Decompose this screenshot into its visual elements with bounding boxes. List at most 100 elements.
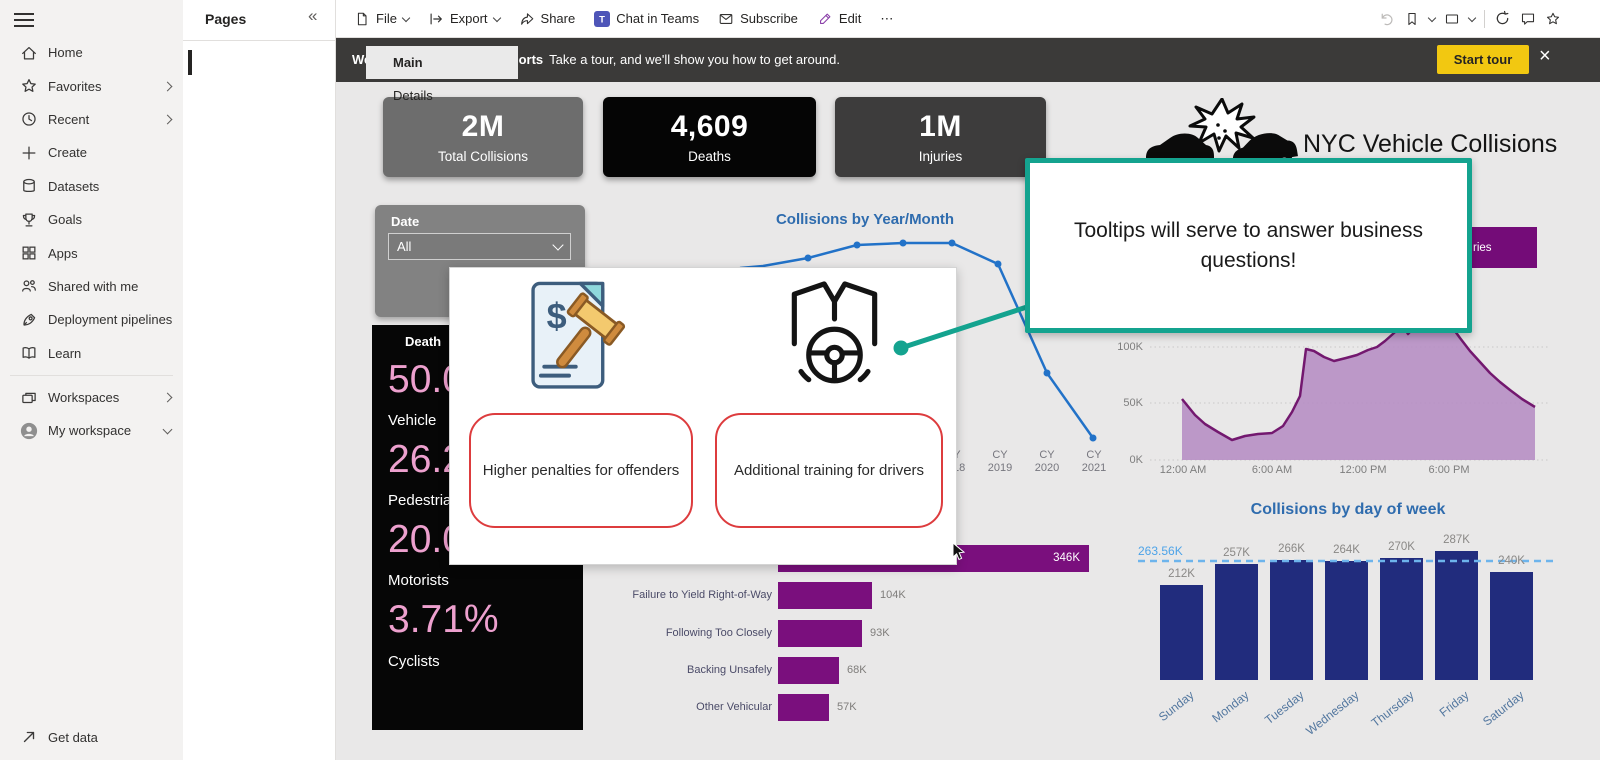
bar-value-label: 68K xyxy=(847,664,867,676)
sidebar-item-shared-with-me[interactable]: Shared with me xyxy=(0,270,183,303)
bar-value-label: 104K xyxy=(880,589,906,601)
axis-label: 12:00 AM xyxy=(1159,464,1207,476)
sidebar-item-home[interactable]: Home xyxy=(0,36,183,69)
axis-label: 0K xyxy=(1129,454,1143,466)
sidebar-item-datasets[interactable]: Datasets xyxy=(0,170,183,203)
kpi-deaths[interactable]: 4,609 Deaths xyxy=(603,97,816,177)
chevron-down-icon xyxy=(401,13,411,22)
injuries-bookmark-button[interactable]: ries xyxy=(1466,227,1537,268)
recommendations-overlay-card: $ Higher penalties for offenders Additio… xyxy=(449,267,957,565)
open-external-icon xyxy=(20,728,38,746)
star-icon xyxy=(20,77,38,95)
motorist-deaths-label: Motorists xyxy=(388,572,449,589)
chevron-down-icon[interactable] xyxy=(1467,13,1477,22)
more-options-button[interactable]: ⋯ xyxy=(880,10,894,26)
chevron-down-icon xyxy=(162,424,173,435)
axis-label: CY xyxy=(992,449,1008,461)
bar-value-label: 346K xyxy=(1053,552,1080,564)
tooltip-callout: Tooltips will serve to answer business q… xyxy=(1025,158,1472,333)
report-title: NYC Vehicle Collisions xyxy=(1303,130,1558,158)
trophy-icon xyxy=(20,211,38,229)
date-dropdown[interactable]: All xyxy=(388,233,571,260)
chevron-down-icon xyxy=(492,13,501,22)
share-button[interactable]: Share xyxy=(513,7,582,31)
bar-value-label: 57K xyxy=(837,701,857,713)
pencil-icon xyxy=(819,13,831,24)
file-menu[interactable]: File xyxy=(348,7,415,31)
axis-label: 6:00 AM xyxy=(1251,464,1293,476)
cyclist-deaths-value: 3.71% xyxy=(388,598,499,641)
axis-label: CY xyxy=(1039,449,1055,461)
sidebar-item-goals[interactable]: Goals xyxy=(0,203,183,236)
sidebar-item-create[interactable]: Create xyxy=(0,136,183,169)
callout-arrow xyxy=(893,303,1033,356)
pages-panel-title: Pages xyxy=(205,11,247,27)
chat-in-teams-button[interactable]: T Chat in Teams xyxy=(588,7,705,31)
bar-value-label: 287K xyxy=(1443,534,1470,546)
collapse-pages-icon[interactable]: « xyxy=(308,6,318,25)
teams-icon: T xyxy=(594,10,611,27)
sidebar-item-favorites[interactable]: Favorites xyxy=(0,69,183,102)
bar-value-label: 240K xyxy=(1498,555,1525,567)
plus-icon xyxy=(20,144,38,162)
close-banner-icon[interactable]: × xyxy=(1539,45,1551,67)
axis-label: 12:00 PM xyxy=(1339,464,1387,476)
toolbar-separator xyxy=(1484,9,1485,28)
line-chart-title: Collisions by Year/Month xyxy=(775,211,955,228)
grid-icon xyxy=(20,244,38,262)
export-menu[interactable]: Export xyxy=(422,7,506,31)
axis-label: 2020 xyxy=(1034,462,1060,474)
sidebar-item-learn[interactable]: Learn xyxy=(0,337,183,370)
chevron-down-icon xyxy=(552,239,564,251)
refresh-icon[interactable] xyxy=(1494,10,1511,27)
book-icon xyxy=(20,344,38,362)
axis-label: CY xyxy=(1086,449,1102,461)
avatar-icon xyxy=(20,422,38,440)
database-icon xyxy=(20,177,38,195)
pages-panel: Pages « Main Details xyxy=(183,0,518,760)
bookmark-icon[interactable] xyxy=(1404,11,1420,27)
deaths-panel-title: Death xyxy=(405,334,442,349)
recommendation-training[interactable]: Additional training for drivers xyxy=(715,413,943,528)
sidebar-item-recent[interactable]: Recent xyxy=(0,103,183,136)
page-tab-details[interactable]: Details xyxy=(393,88,433,103)
svg-text:$: $ xyxy=(547,295,567,336)
chevron-down-icon[interactable] xyxy=(1427,13,1437,22)
pages-divider xyxy=(183,40,335,41)
axis-label: 2019 xyxy=(987,462,1013,474)
view-icon[interactable] xyxy=(1444,11,1460,27)
get-data-button[interactable]: Get data xyxy=(0,728,223,746)
sidebar-item-apps[interactable]: Apps xyxy=(0,236,183,269)
share-icon xyxy=(520,12,533,25)
envelope-icon xyxy=(719,13,733,24)
recommendation-penalties[interactable]: Higher penalties for offenders xyxy=(469,413,693,528)
gavel-document-icon: $ xyxy=(531,281,626,389)
notification-banner xyxy=(336,38,1600,82)
left-navigation: Home Favorites Recent Create Datasets Go… xyxy=(0,0,184,760)
bar-value-label: 257K xyxy=(1223,547,1250,559)
home-icon xyxy=(20,44,38,62)
kpi-injuries[interactable]: 1M Injuries xyxy=(835,97,1046,177)
average-line-label: 263.56K xyxy=(1138,544,1183,558)
kpi-total-collisions[interactable]: 2M Total Collisions xyxy=(383,97,583,177)
hamburger-menu-icon[interactable] xyxy=(14,9,34,29)
sidebar-item-deployment-pipelines[interactable]: Deployment pipelines xyxy=(0,303,183,336)
pedestrian-deaths-label: Pedestrians xyxy=(388,492,468,509)
day-of-week-chart-title: Collisions by day of week xyxy=(1250,501,1446,518)
start-tour-button[interactable]: Start tour xyxy=(1437,45,1529,74)
sidebar-item-my-workspace[interactable]: My workspace xyxy=(0,414,183,447)
subscribe-button[interactable]: Subscribe xyxy=(712,7,804,31)
edit-button[interactable]: Edit xyxy=(811,7,867,31)
axis-label: 6:00 PM xyxy=(1428,464,1470,476)
axis-label: 2021 xyxy=(1081,462,1107,474)
vehicle-deaths-label: Vehicle xyxy=(388,412,437,429)
bar-category-label: Backing Unsafely xyxy=(687,664,772,676)
nav-divider xyxy=(10,374,173,376)
comment-icon[interactable] xyxy=(1520,11,1536,27)
bar-value-label: 270K xyxy=(1388,541,1415,553)
page-tab-main[interactable]: Main xyxy=(366,46,518,79)
sidebar-item-workspaces[interactable]: Workspaces xyxy=(0,381,183,414)
favorite-star-icon[interactable] xyxy=(1545,11,1561,27)
